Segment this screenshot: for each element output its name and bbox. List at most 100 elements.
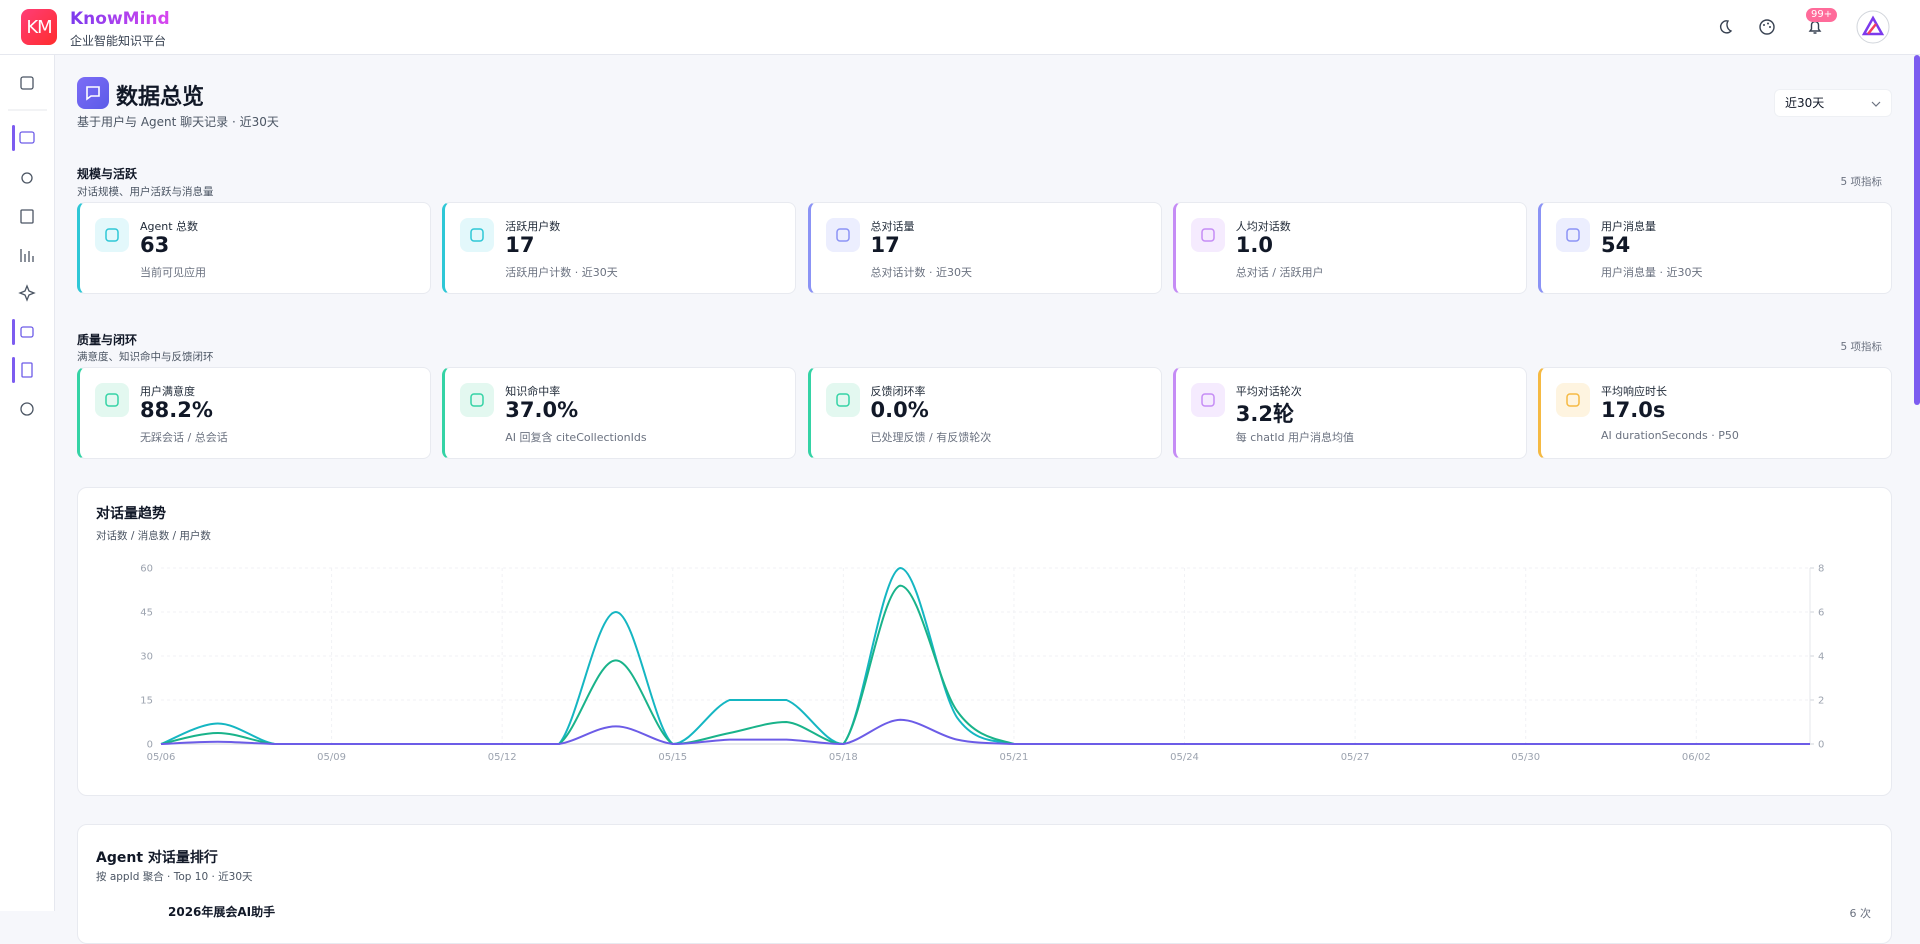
sidebar (0, 55, 55, 911)
series-line (160, 584, 1810, 746)
metric-note: 用户消息量 · 近30天 (1601, 266, 1703, 279)
metric-value: 37.0% (505, 398, 579, 422)
metric-icon (1190, 383, 1225, 417)
metric-label: 反馈闭环率 (870, 385, 926, 398)
metric-label: 用户满意度 (140, 385, 195, 398)
metric-note: 总对话 / 活跃用户 (1235, 266, 1324, 279)
metric-note: AI durationSeconds · P50 (1601, 429, 1739, 442)
metric-value: 63 (140, 233, 170, 257)
metric-note: 总对话计数 · 近30天 (870, 266, 973, 279)
y2-tick-label: 2 (1818, 696, 1824, 707)
metric-card: 反馈闭环率 0.0% 已处理反馈 / 有反馈轮次 (807, 367, 1162, 459)
metric-label: Agent 总数 (140, 220, 199, 233)
sidebar-icons (8, 76, 47, 416)
x-tick-label: 05/09 (317, 752, 346, 763)
x-tick-label: 05/24 (1170, 752, 1199, 763)
metric-label: 平均响应时长 (1601, 385, 1667, 398)
nav-user[interactable] (20, 402, 34, 416)
metric-value: 17 (505, 233, 535, 257)
metric-card: 人均对话数 1.0 总对话 / 活跃用户 (1172, 202, 1527, 294)
y-tick-label: 60 (140, 564, 153, 575)
avatar[interactable] (1856, 10, 1890, 44)
y-tick-label: 15 (140, 696, 153, 707)
nav-knowledge[interactable] (20, 209, 34, 224)
metric-label: 用户消息量 (1601, 220, 1656, 233)
x-tick-label: 05/15 (658, 752, 687, 763)
nav-ai[interactable] (18, 284, 36, 302)
metric-card: Agent 总数 63 当前可见应用 (77, 202, 431, 294)
scrollbar[interactable] (1914, 55, 1920, 405)
ranking-subtitle: 按 appId 聚合 · Top 10 · 近30天 (96, 871, 253, 883)
y-tick-label: 0 (147, 740, 153, 751)
nav-active-bar (12, 357, 15, 383)
metric-card: 活跃用户数 17 活跃用户计数 · 近30天 (442, 202, 797, 294)
metric-card: 用户满意度 88.2% 无踩会话 / 总会话 (77, 367, 431, 459)
metric-note: 已处理反馈 / 有反馈轮次 (870, 431, 992, 444)
range-select[interactable]: 近30天 (1774, 89, 1892, 117)
nav-overview[interactable] (19, 131, 35, 144)
x-tick-label: 05/30 (1511, 752, 1540, 763)
range-label: 近30天 (1785, 96, 1825, 110)
series-line (160, 718, 1810, 746)
nav-docs[interactable] (21, 362, 33, 378)
metric-card: 知识命中率 37.0% AI 回复含 citeCollectionIds (442, 367, 797, 459)
y2-tick-label: 0 (1818, 740, 1824, 751)
metric-icon (95, 218, 129, 252)
metric-label: 平均对话轮次 (1235, 385, 1302, 398)
y-tick-label: 45 (140, 608, 153, 619)
metric-icon (1190, 218, 1225, 252)
metric-note: 活跃用户计数 · 近30天 (505, 266, 618, 279)
logo[interactable]: KM (21, 9, 57, 45)
metric-icon (1556, 218, 1590, 252)
x-tick-label: 06/02 (1682, 752, 1711, 763)
nav-agent[interactable] (20, 326, 34, 338)
metric-card: 平均对话轮次 3.2轮每 chatId 用户消息均值 (1172, 367, 1527, 459)
page-subtitle: 基于用户与 Agent 聊天记录 · 近30天 (77, 115, 279, 129)
metric-icon (460, 218, 495, 252)
metric-value: 17 (870, 233, 900, 257)
chart-subtitle: 对话数 / 消息数 / 用户数 (96, 529, 211, 542)
title-icon (77, 77, 109, 109)
section-title: 质量与闭环 (77, 333, 138, 347)
x-tick-label: 05/27 (1341, 752, 1370, 763)
chart-title: 对话量趋势 (96, 505, 166, 522)
x-tick-label: 05/18 (829, 752, 858, 763)
metric-card: 总对话量 17 总对话计数 · 近30天 (807, 202, 1162, 294)
metric-note: 当前可见应用 (140, 266, 206, 279)
collapse-icon[interactable] (20, 76, 34, 90)
nav-models[interactable] (21, 172, 33, 184)
metric-value: 3.2轮 (1235, 402, 1294, 426)
metric-value: 1.0 (1235, 233, 1273, 257)
metric-value: 0.0% (870, 398, 929, 422)
metric-label: 活跃用户数 (505, 220, 561, 233)
y2-tick-label: 4 (1818, 652, 1824, 663)
y2-tick-label: 6 (1818, 608, 1824, 619)
page-title: 数据总览 (116, 85, 205, 110)
metric-icon (1556, 383, 1590, 417)
metric-icon (825, 218, 860, 252)
brand: KnowMind (70, 9, 170, 29)
x-tick-label: 05/06 (147, 752, 176, 763)
ranking-card: Agent 对话量排行 按 appId 聚合 · Top 10 · 近30天 2… (77, 824, 1892, 944)
notification-badge: 99+ (1806, 8, 1838, 22)
brand-subtitle: 企业智能知识平台 (70, 34, 167, 48)
metric-icon (825, 383, 860, 417)
metric-value: 54 (1601, 233, 1631, 257)
section-subtitle: 对话规模、用户活跃与消息量 (77, 186, 214, 198)
nav-active-bar (12, 319, 15, 345)
ranking-title: Agent 对话量排行 (96, 850, 218, 866)
metric-label: 知识命中率 (505, 385, 561, 398)
metric-card: 用户消息量 54 用户消息量 · 近30天 (1538, 202, 1892, 294)
section-count: 5 项指标 (1840, 176, 1882, 188)
x-tick-label: 05/21 (1000, 752, 1029, 763)
nav-active-bar (12, 125, 15, 151)
ranking-row-name: 2026年展会AI助手 (168, 905, 276, 919)
ranking-row-count: 6 次 (1849, 907, 1872, 920)
header: KM KnowMind 企业智能知识平台 99+ (0, 0, 1920, 55)
x-tick-label: 05/12 (488, 752, 517, 763)
theme-toggle[interactable] (1716, 18, 1734, 36)
nav-stats[interactable] (20, 249, 34, 262)
palette-button[interactable] (1758, 18, 1776, 36)
metric-note: AI 回复含 citeCollectionIds (505, 431, 647, 444)
